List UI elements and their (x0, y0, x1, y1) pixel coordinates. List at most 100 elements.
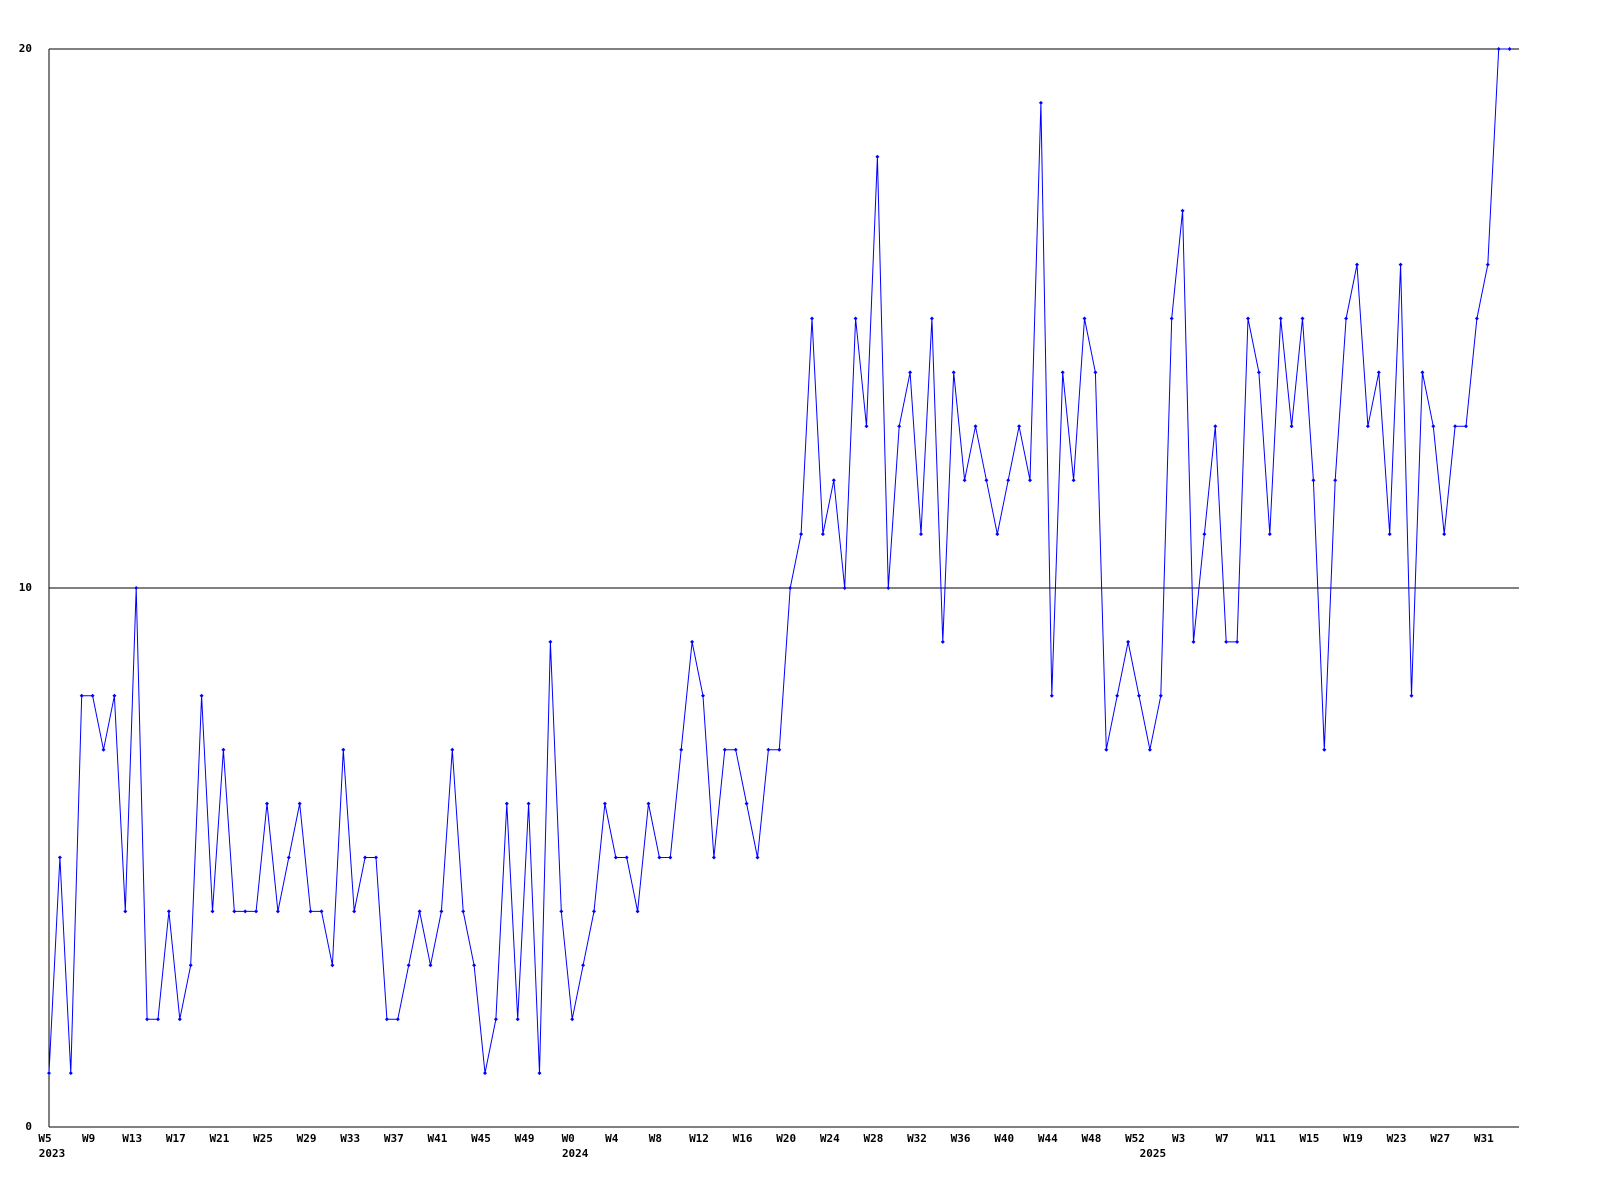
data-point (853, 316, 858, 321)
data-point (166, 909, 171, 914)
data-point (504, 801, 509, 806)
x-tick-label: W44 (1038, 1132, 1058, 1145)
data-point (537, 1071, 542, 1076)
x-tick-label: W12 (689, 1132, 709, 1145)
data-point (515, 1017, 520, 1022)
data-point (951, 370, 956, 375)
data-point (47, 1071, 51, 1076)
data-point (330, 963, 335, 968)
data-point (581, 963, 586, 968)
data-point (472, 963, 477, 968)
x-tick-label: W48 (1081, 1132, 1101, 1145)
data-point (1387, 532, 1392, 537)
x-tick-label: W41 (427, 1132, 447, 1145)
data-point (417, 909, 422, 914)
data-point (1202, 532, 1207, 537)
data-point (450, 747, 455, 752)
x-tick-label: W8 (649, 1132, 662, 1145)
data-point (461, 909, 466, 914)
data-point (265, 801, 269, 806)
x-tick-label: W49 (515, 1132, 535, 1145)
x-tick-label: W3 (1172, 1132, 1185, 1145)
data-point (799, 532, 804, 537)
data-point (1017, 424, 1022, 429)
data-point (1344, 316, 1349, 321)
data-point (777, 747, 782, 752)
data-point (570, 1017, 575, 1022)
data-point (1485, 262, 1490, 267)
data-point (1256, 370, 1261, 375)
data-point (919, 532, 923, 537)
data-point (297, 801, 302, 806)
data-point (1398, 262, 1403, 267)
x-tick-label: W28 (863, 1132, 883, 1145)
x-tick-label: W13 (122, 1132, 142, 1145)
data-point (123, 909, 128, 914)
data-point (112, 693, 117, 698)
data-point (1355, 262, 1359, 267)
data-point (177, 1017, 182, 1022)
data-point (1420, 370, 1425, 375)
data-point (1311, 478, 1316, 483)
x-tick-label: W7 (1216, 1132, 1229, 1145)
data-point (831, 478, 836, 483)
data-point (929, 316, 934, 321)
x-tick-label: W52 (1125, 1132, 1145, 1145)
data-point (886, 586, 891, 590)
data-point (319, 909, 324, 914)
data-point (526, 801, 531, 806)
x-tick-label: W31 (1474, 1132, 1494, 1145)
x-tick-label: W19 (1343, 1132, 1363, 1145)
data-point (1507, 47, 1512, 51)
data-point (1322, 747, 1327, 752)
data-point (1278, 316, 1283, 321)
x-tick-label: W32 (907, 1132, 927, 1145)
data-point (624, 855, 629, 860)
data-point (1006, 478, 1011, 483)
y-tick-label: 20 (19, 42, 32, 55)
data-point (1191, 639, 1196, 644)
data-point (722, 747, 727, 752)
data-point (1333, 478, 1338, 483)
data-point (1289, 424, 1294, 429)
data-point (199, 693, 204, 698)
x-tick-label: W16 (733, 1132, 753, 1145)
data-point (352, 909, 357, 914)
data-point (428, 963, 433, 968)
data-point (788, 586, 793, 590)
data-point (1224, 639, 1229, 644)
data-point (1071, 478, 1076, 483)
data-point (820, 532, 825, 537)
data-point (1180, 208, 1185, 213)
data-point (1365, 424, 1370, 429)
data-point (548, 639, 553, 644)
data-point (68, 1071, 73, 1076)
data-point (374, 855, 378, 860)
x-tick-label: W11 (1256, 1132, 1276, 1145)
data-point (134, 586, 139, 590)
x-tick-label: W15 (1299, 1132, 1319, 1145)
x-tick-label: W0 (562, 1132, 575, 1145)
data-point (1147, 747, 1152, 752)
data-point (286, 855, 291, 860)
x-year-label: 2023 (39, 1147, 66, 1160)
data-point (483, 1071, 487, 1076)
data-point (657, 855, 662, 860)
data-point (602, 801, 607, 806)
data-point (363, 855, 368, 860)
data-point (1038, 100, 1043, 105)
x-tick-label: W45 (471, 1132, 491, 1145)
x-year-label: 2024 (562, 1147, 589, 1160)
data-point (90, 693, 95, 698)
x-tick-label: W33 (340, 1132, 360, 1145)
data-point (439, 909, 444, 914)
x-tick-label: W21 (209, 1132, 229, 1145)
data-point (1115, 693, 1120, 698)
data-point (842, 586, 847, 590)
data-point (1409, 693, 1414, 698)
data-point (406, 963, 411, 968)
data-point (243, 909, 248, 914)
x-tick-label: W4 (605, 1132, 619, 1145)
data-point (1158, 693, 1163, 698)
data-point (254, 909, 259, 914)
